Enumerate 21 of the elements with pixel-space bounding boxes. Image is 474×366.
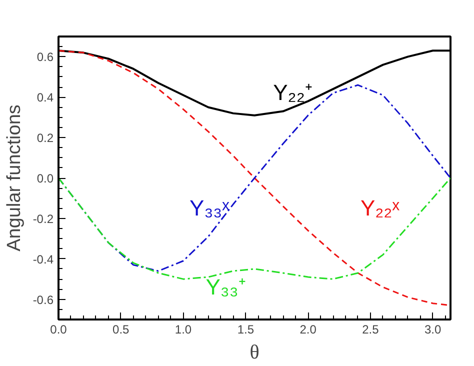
x-tick-label: 2.5	[362, 322, 380, 336]
x-tick-label: 1.5	[237, 322, 254, 336]
x-tick-label: 1.0	[174, 322, 192, 336]
x-tick-label: 0.5	[112, 322, 130, 336]
x-axis-title: θ	[250, 342, 260, 364]
series-label: Y₃₃ˣ	[190, 195, 230, 220]
y-tick-label: 0.4	[36, 90, 54, 105]
y-tick-label: -0.2	[32, 212, 54, 226]
line-series	[58, 177, 450, 280]
y-tick-label: -0.6	[32, 292, 54, 307]
x-tick-label: 0.0	[50, 322, 68, 336]
y-axis-title: Angular functions	[4, 104, 25, 252]
series-label: Y₂₂ˣ	[360, 195, 400, 220]
series-label: Y₂₂⁺	[273, 80, 312, 106]
y-tick-label: -0.4	[32, 252, 54, 266]
y-tick-label: 0.0	[36, 172, 54, 186]
x-tick-label: 3.0	[424, 322, 442, 336]
series-label: Y₃₃⁺	[206, 274, 246, 300]
y-tick-label: 0.6	[36, 50, 54, 64]
y-tick-label: 0.2	[36, 131, 54, 146]
x-tick-label: 2.0	[300, 322, 317, 336]
